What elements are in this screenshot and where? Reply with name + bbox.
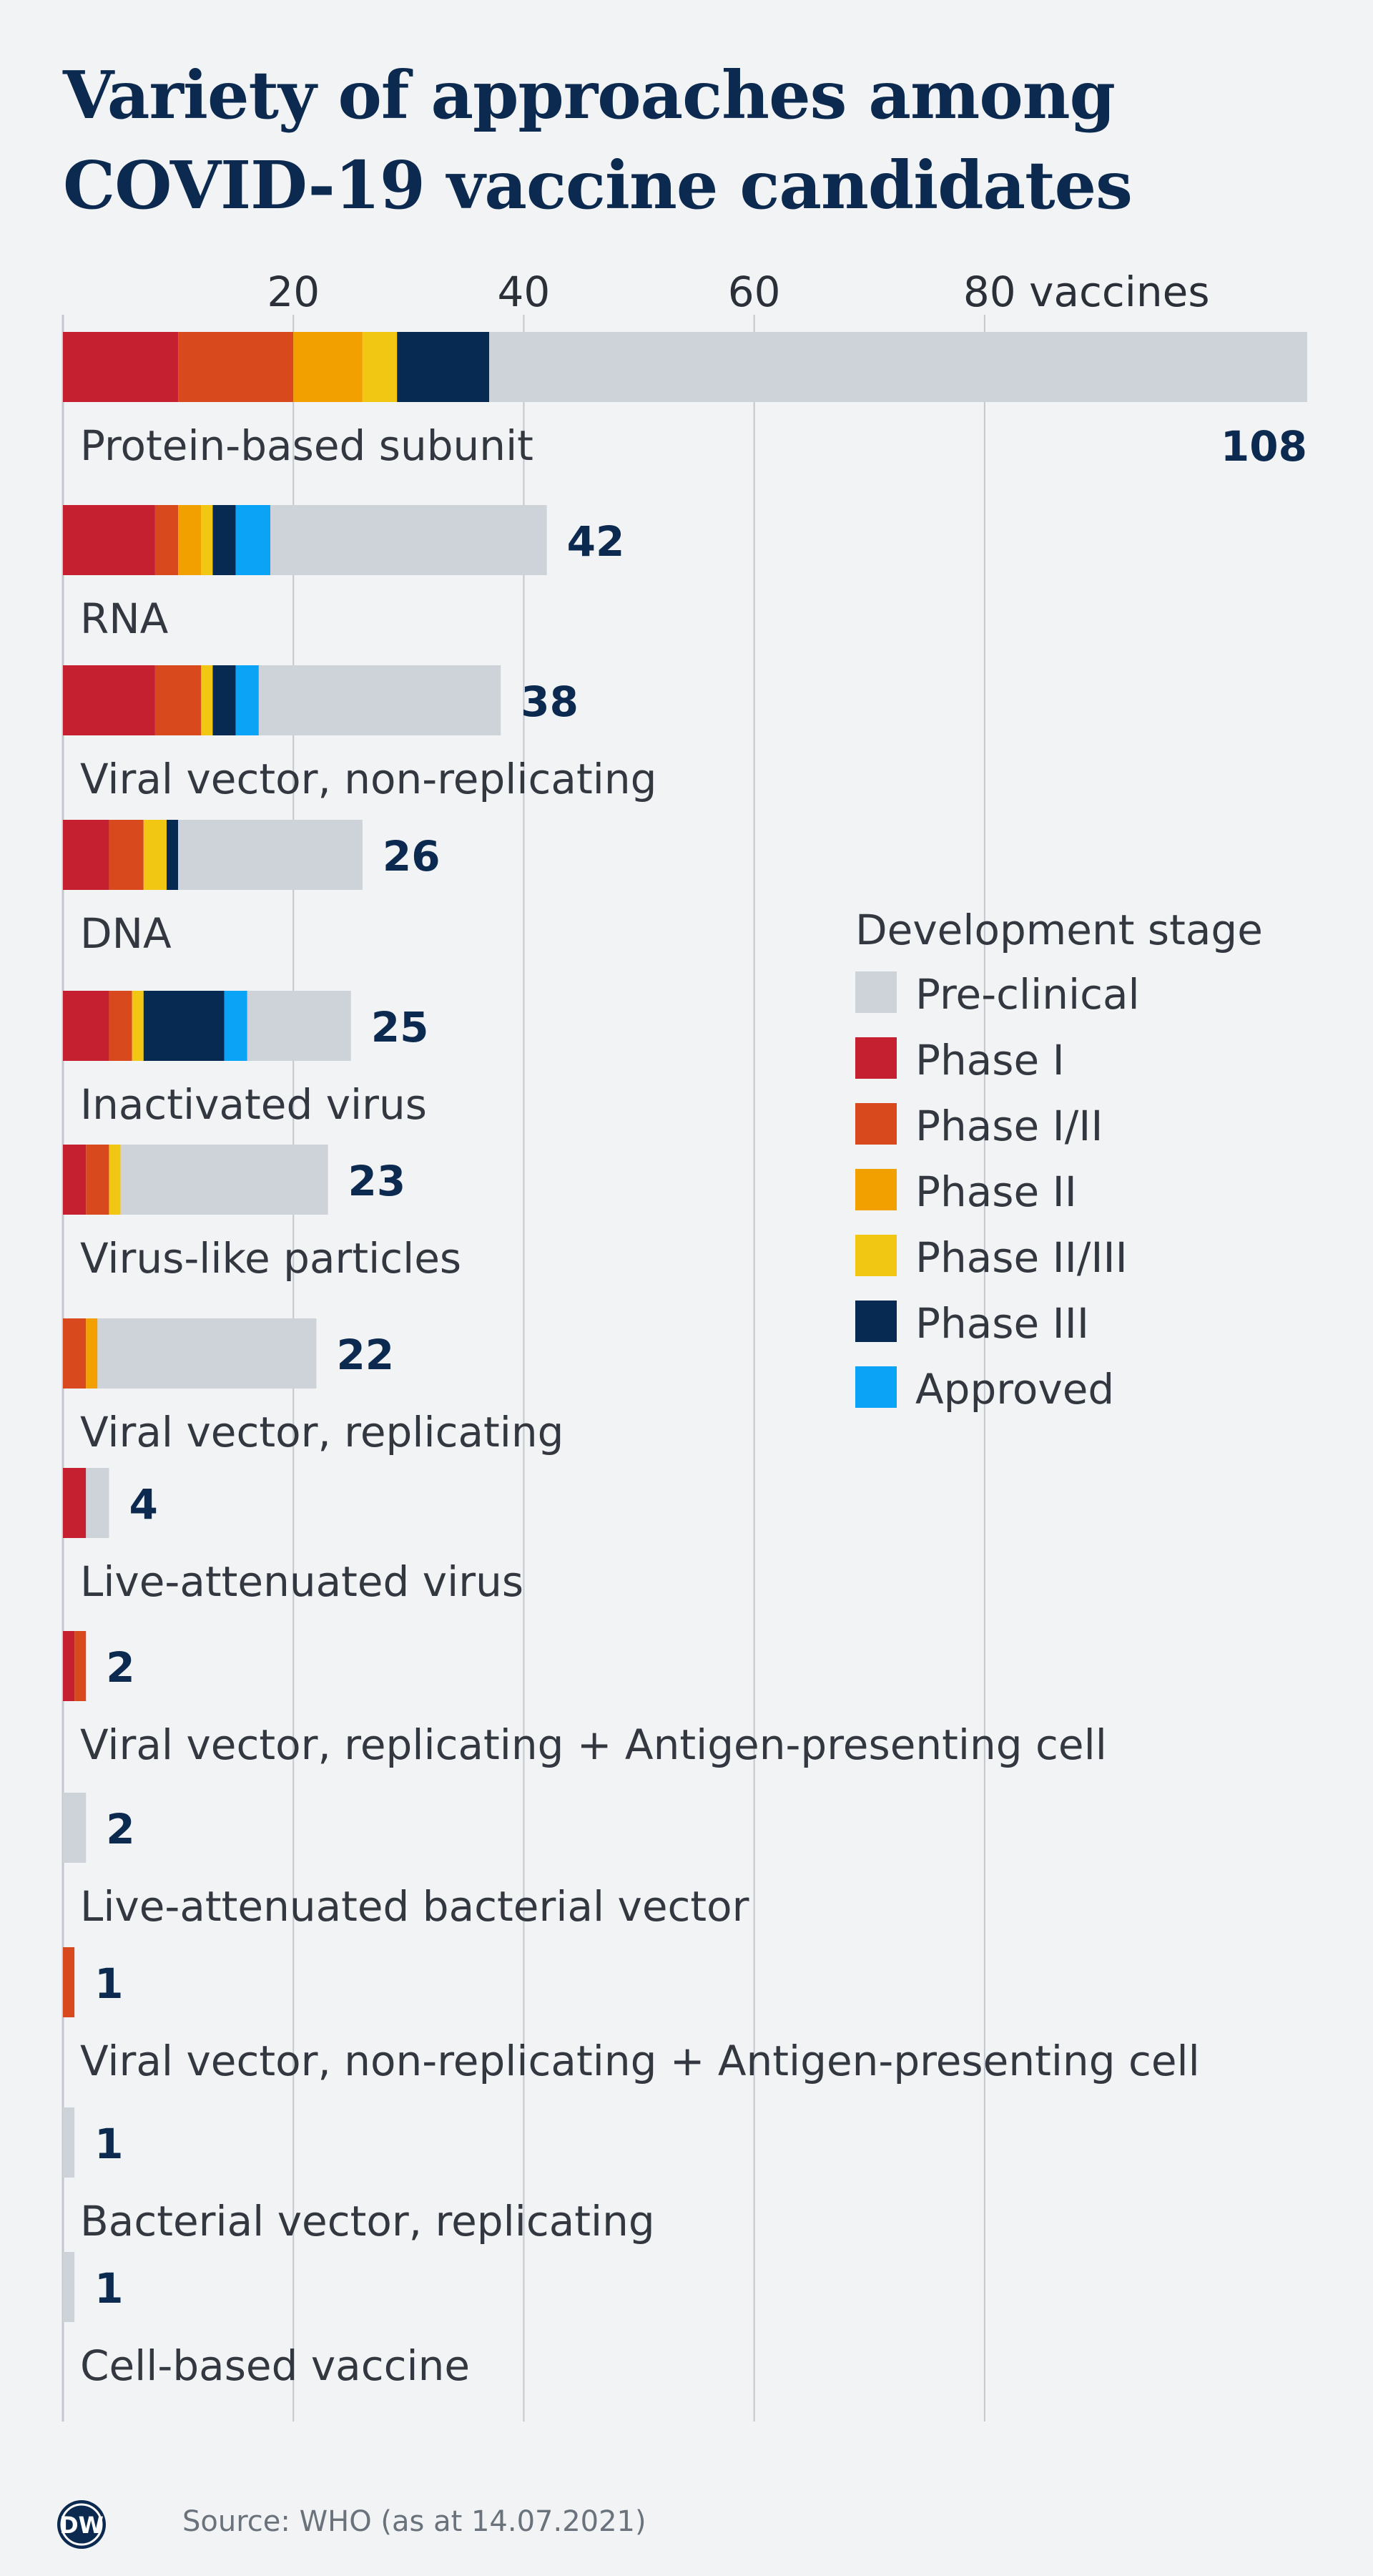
bar-segment-phase3 [143, 991, 225, 1061]
bar-segment-phase1 [63, 1145, 87, 1215]
bar-value-label: 25 [371, 1003, 429, 1052]
bar-value-label: 38 [521, 677, 579, 726]
category-label: Viral vector, non-replicating + Antigen-… [80, 2037, 1200, 2085]
bar-value-label: 4 [129, 1480, 157, 1529]
bar-segment-phase1 [63, 505, 155, 575]
bar-value-label: 2 [106, 1805, 134, 1853]
x-tick-label-20: 20 [267, 268, 320, 316]
bar-value-label: 26 [383, 832, 441, 881]
dw-logo-text: DW [59, 2512, 104, 2539]
legend-swatch-phase2 [855, 1169, 897, 1210]
legend-label-phase1: Phase I [915, 1036, 1065, 1084]
bar-segment-phase2_3 [109, 1145, 121, 1215]
bar-segment-preclinical [178, 820, 363, 890]
bar-segment-phase1 [63, 820, 109, 890]
bar-segment-phase2 [178, 505, 202, 575]
bar-segment-phase1 [63, 332, 179, 402]
legend-label-phase2: Phase II [915, 1167, 1077, 1216]
legend-swatch-phase3 [855, 1301, 897, 1342]
x-tick-label-40: 40 [498, 268, 551, 316]
bar-segment-phase3 [212, 665, 236, 735]
bar-segment-phase1_2 [154, 665, 202, 735]
category-label: Viral vector, replicating [80, 1408, 564, 1456]
bar-value-label: 1 [94, 2120, 123, 2168]
bar-segment-preclinical [86, 1468, 109, 1538]
bar-value-label: 108 [1221, 422, 1307, 471]
legend-swatch-preclinical [855, 971, 897, 1013]
bar-segment-phase1_2 [86, 1145, 109, 1215]
bar-segment-phase3 [212, 505, 236, 575]
bar-segment-preclinical [63, 2107, 75, 2178]
bar-segment-phase3 [397, 332, 490, 402]
bar-value-label: 1 [94, 1959, 123, 2008]
bar-value-label: 42 [567, 517, 625, 566]
bar-segment-phase2_3 [143, 820, 167, 890]
bar-segment-preclinical [97, 1318, 317, 1389]
bar-segment-phase1 [63, 1631, 75, 1701]
bar-value-label: 1 [94, 2264, 123, 2313]
legend-swatch-phase1_2 [855, 1103, 897, 1145]
bar-segment-phase1 [63, 1468, 87, 1538]
category-label: Virus-like particles [80, 1234, 461, 1283]
legend-swatch-approved [855, 1366, 897, 1408]
category-label: RNA [80, 594, 169, 643]
bar-segment-approved [224, 991, 247, 1061]
legend-label-phase1_2: Phase I/II [915, 1102, 1103, 1150]
bar-value-label: 2 [106, 1643, 134, 1692]
bar-segment-preclinical [63, 2252, 75, 2322]
category-label: Live-attenuated virus [80, 1557, 523, 1606]
category-label: DNA [80, 909, 172, 958]
bar-segment-phase1_2 [109, 991, 132, 1061]
chart-title: Variety of approaches among COVID-19 vac… [63, 50, 1322, 230]
category-label: Viral vector, non-replicating [80, 755, 656, 803]
bar-segment-phase1_2 [63, 1318, 87, 1389]
x-tick-label-60: 60 [728, 268, 781, 316]
legend-label-approved: Approved [915, 1365, 1114, 1414]
category-label: Inactivated virus [80, 1080, 427, 1129]
source-note: Source: WHO (as at 14.07.2021) [182, 2505, 646, 2538]
bar-segment-phase2_3 [132, 991, 144, 1061]
bar-segment-preclinical [489, 332, 1307, 402]
legend-label-phase2_3: Phase II/III [915, 1233, 1128, 1282]
x-tick-label-80: 80 vaccines [963, 268, 1210, 316]
bar-segment-preclinical [247, 991, 351, 1061]
bar-segment-phase1_2 [154, 505, 179, 575]
legend-label-preclinical: Pre-clinical [915, 970, 1140, 1019]
bar-segment-phase2 [293, 332, 363, 402]
bar-segment-phase2 [86, 1318, 98, 1389]
bar-segment-preclinical [63, 1793, 87, 1863]
chart-title-line-1: Variety of approaches among [63, 57, 1116, 134]
bar-segment-approved [235, 505, 270, 575]
bar-value-label: 22 [336, 1331, 394, 1379]
bar-segment-phase1_2 [109, 820, 144, 890]
category-label: Cell-based vaccine [80, 2341, 470, 2390]
bar-segment-approved [235, 665, 259, 735]
bar-segment-phase2_3 [201, 665, 213, 735]
bar-segment-phase3 [167, 820, 179, 890]
category-label: Viral vector, replicating + Antigen-pres… [80, 1720, 1107, 1769]
bar-segment-preclinical [120, 1145, 328, 1215]
chart-title-line-2: COVID-19 vaccine candidates [63, 147, 1133, 224]
legend-label-phase3: Phase III [915, 1299, 1089, 1348]
bar-value-label: 23 [348, 1157, 406, 1205]
dw-logo: DW [57, 2500, 106, 2549]
bar-segment-phase1_2 [63, 1947, 75, 2017]
bar-segment-phase2_3 [201, 505, 213, 575]
legend-swatch-phase2_3 [855, 1235, 897, 1276]
bar-segment-preclinical [270, 505, 547, 575]
category-label: Protein-based subunit [80, 421, 533, 470]
category-label: Bacterial vector, replicating [80, 2197, 655, 2246]
legend-title: Development stage [855, 906, 1263, 954]
bar-segment-phase1_2 [74, 1631, 87, 1701]
bar-segment-preclinical [258, 665, 501, 735]
bar-segment-phase1_2 [178, 332, 294, 402]
bar-segment-phase1 [63, 991, 109, 1061]
bar-segment-phase2_3 [362, 332, 398, 402]
legend-swatch-phase1 [855, 1037, 897, 1079]
category-label: Live-attenuated bacterial vector [80, 1882, 749, 1931]
bar-segment-phase1 [63, 665, 155, 735]
